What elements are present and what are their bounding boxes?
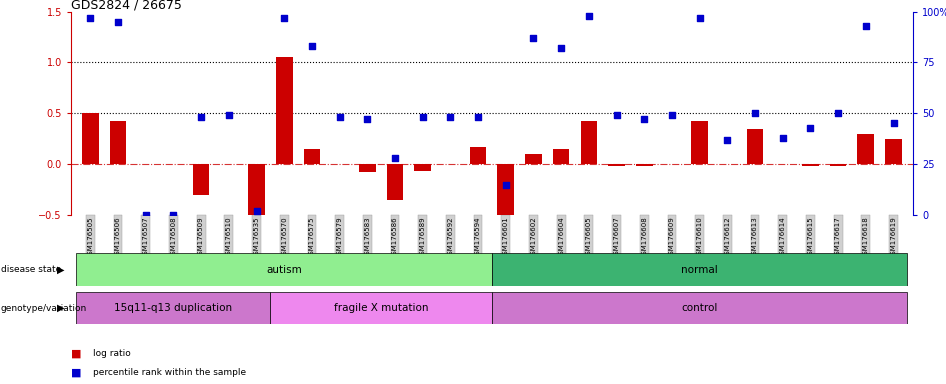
Bar — [387, 164, 403, 200]
Bar — [608, 164, 625, 166]
Point — [111, 18, 126, 25]
Bar — [276, 57, 292, 164]
Bar — [82, 113, 98, 164]
Point — [581, 13, 596, 19]
Point — [249, 208, 264, 214]
Bar — [77, 292, 271, 324]
Bar — [414, 164, 431, 171]
Point — [886, 121, 902, 127]
Point — [692, 15, 708, 21]
Point — [831, 110, 846, 116]
Point — [305, 43, 320, 49]
Bar — [77, 253, 492, 286]
Point — [388, 155, 403, 161]
Text: 15q11-q13 duplication: 15q11-q13 duplication — [114, 303, 233, 313]
Bar — [110, 121, 127, 164]
Bar — [359, 164, 376, 172]
Bar — [857, 134, 874, 164]
Bar — [830, 164, 847, 166]
Point — [415, 114, 430, 121]
Point — [221, 112, 236, 118]
Text: percentile rank within the sample: percentile rank within the sample — [93, 368, 246, 377]
Text: ■: ■ — [71, 367, 81, 377]
Bar — [193, 164, 209, 195]
Point — [359, 116, 375, 122]
Point — [138, 212, 153, 218]
Point — [803, 124, 818, 131]
Text: fragile X mutation: fragile X mutation — [334, 303, 429, 313]
Point — [276, 15, 291, 21]
Bar — [492, 253, 907, 286]
Point — [775, 135, 790, 141]
Bar — [692, 121, 708, 164]
Point — [720, 137, 735, 143]
Bar — [581, 121, 597, 164]
Bar — [470, 147, 486, 164]
Text: genotype/variation: genotype/variation — [1, 304, 87, 313]
Point — [470, 114, 485, 121]
Bar — [248, 164, 265, 217]
Bar — [802, 164, 818, 166]
Text: ▶: ▶ — [57, 303, 64, 313]
Point — [526, 35, 541, 41]
Point — [194, 114, 209, 121]
Text: log ratio: log ratio — [93, 349, 131, 358]
Point — [664, 112, 679, 118]
Text: GDS2824 / 26675: GDS2824 / 26675 — [71, 0, 182, 12]
Text: autism: autism — [267, 265, 302, 275]
Point — [332, 114, 347, 121]
Point — [747, 110, 762, 116]
Bar — [304, 149, 320, 164]
Point — [637, 116, 652, 122]
Bar — [271, 292, 492, 324]
Bar — [552, 149, 569, 164]
Text: control: control — [681, 303, 718, 313]
Bar — [498, 164, 514, 217]
Point — [553, 45, 569, 51]
Bar — [492, 292, 907, 324]
Point — [858, 23, 873, 29]
Text: normal: normal — [681, 265, 718, 275]
Point — [443, 114, 458, 121]
Bar — [885, 139, 902, 164]
Bar — [525, 154, 542, 164]
Point — [499, 182, 514, 188]
Point — [609, 112, 624, 118]
Bar — [746, 129, 763, 164]
Point — [166, 212, 181, 218]
Text: ■: ■ — [71, 348, 81, 358]
Text: ▶: ▶ — [57, 265, 64, 275]
Bar — [636, 164, 653, 166]
Point — [82, 15, 97, 21]
Text: disease state: disease state — [1, 265, 61, 274]
